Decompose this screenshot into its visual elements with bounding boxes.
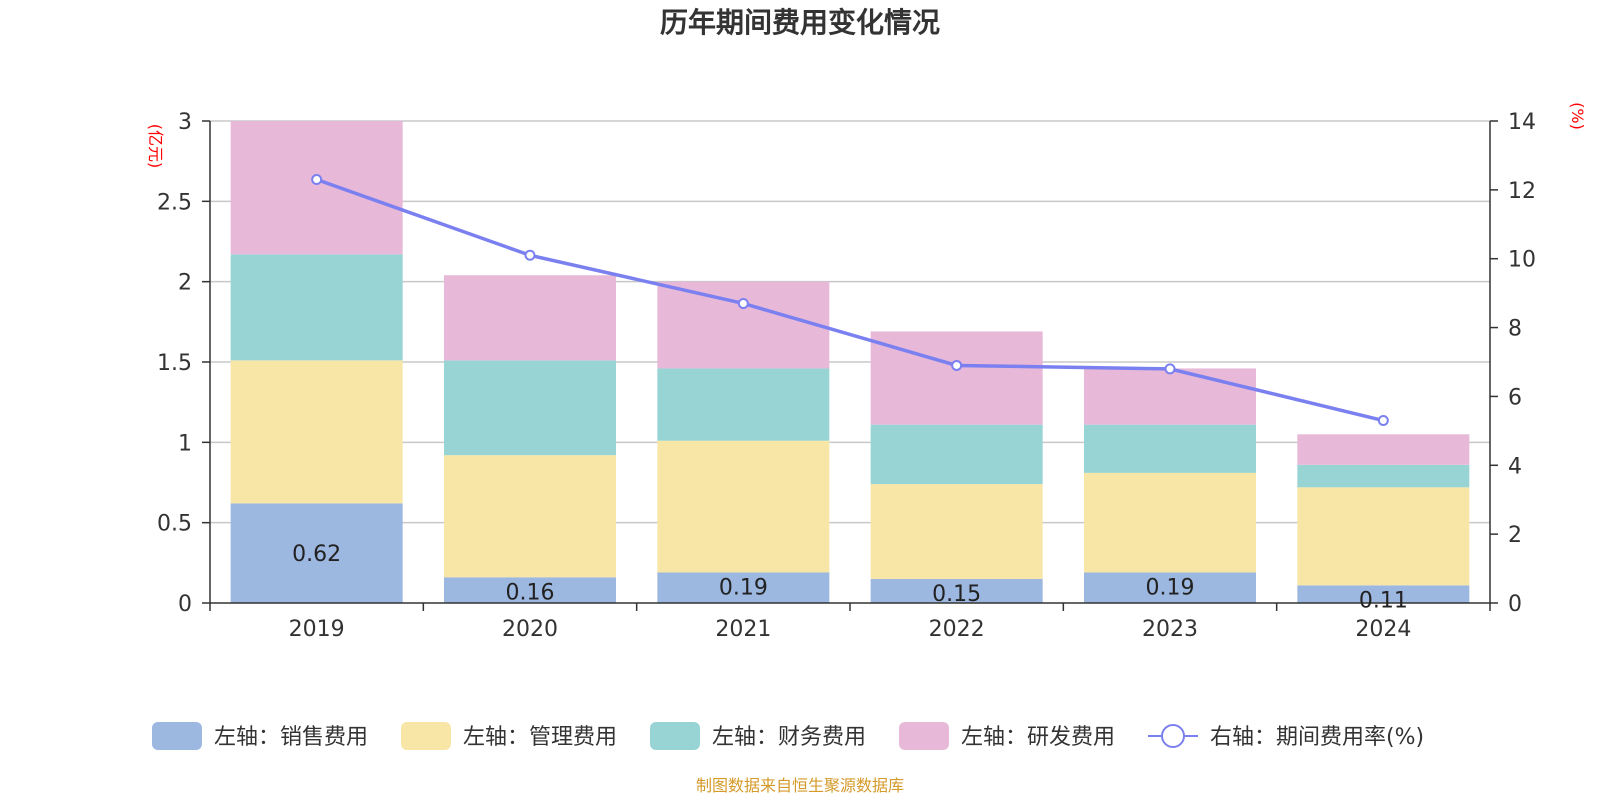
- right-tick-label: 8: [1508, 317, 1522, 342]
- bar-segment: [870, 578, 1043, 603]
- bar-segment: [657, 440, 830, 573]
- bar-value-label: 0.19: [1146, 575, 1195, 600]
- left-tick-label: 0: [178, 592, 192, 617]
- x-tick-label: 2021: [715, 617, 771, 642]
- bar-segment: [1084, 572, 1256, 603]
- bar-value-label: 0.16: [506, 580, 555, 605]
- legend-label: 左轴：管理费用: [463, 725, 617, 750]
- rate-line-point: [311, 174, 323, 186]
- legend-label: 左轴：财务费用: [712, 725, 866, 750]
- legend-label: 右轴：期间费用率(%): [1210, 725, 1424, 750]
- chart-title: 历年期间费用变化情况: [660, 6, 940, 39]
- rate-line-point: [524, 249, 536, 261]
- rate-line-point: [1164, 363, 1176, 375]
- bar-segment: [1297, 434, 1470, 465]
- bar-value-label: 0.19: [719, 575, 768, 600]
- left-tick-label: 0.5: [157, 512, 192, 537]
- bars: [230, 121, 1470, 603]
- legend: 左轴：销售费用 左轴：管理费用 左轴：财务费用 左轴：研发费用 右轴：期间费用率(%): [152, 722, 1424, 750]
- right-tick-label: 12: [1508, 179, 1536, 204]
- axes: 0 0.5 1 1.5 2 2.5 3 0 2 4 6 8 10 12 14 2019 2020 2021 2022…: [157, 110, 1536, 642]
- bar-segment: [1297, 487, 1470, 586]
- rate-line-point: [951, 359, 963, 371]
- rate-line: [311, 174, 1389, 427]
- legend-swatch: [650, 722, 700, 750]
- bar-segment: [230, 254, 403, 361]
- bar-segment: [870, 484, 1043, 579]
- bar-segment: [230, 121, 403, 255]
- bar-segment: [444, 275, 616, 361]
- left-tick-label: 1: [178, 431, 192, 456]
- rate-line-point: [737, 297, 749, 309]
- bar-segment: [230, 360, 403, 504]
- bar-segment: [1084, 368, 1256, 425]
- x-tick-label: 2019: [289, 617, 345, 642]
- bar-segment: [444, 455, 616, 578]
- bar-segment: [230, 503, 403, 603]
- right-axis-unit: (%): [1568, 102, 1587, 130]
- bar-value-label: 0.11: [1359, 588, 1408, 613]
- left-tick-label: 2: [178, 271, 192, 296]
- legend-label: 左轴：销售费用: [214, 725, 368, 750]
- bar-segment: [1297, 464, 1470, 488]
- right-tick-label: 14: [1508, 110, 1536, 135]
- bar-segment: [1297, 585, 1470, 603]
- bar-segment: [1084, 424, 1256, 473]
- right-tick-label: 10: [1508, 248, 1536, 273]
- bar-segment: [657, 368, 830, 441]
- x-tick-label: 2020: [502, 617, 558, 642]
- right-tick-label: 6: [1508, 385, 1522, 410]
- bar-labels: 0.62 0.16 0.19 0.15 0.19 0.11: [292, 542, 1408, 613]
- bar-segment: [657, 281, 830, 369]
- left-tick-label: 2.5: [157, 190, 192, 215]
- bar-segment: [657, 572, 830, 603]
- left-axis-unit: (亿元): [146, 124, 165, 169]
- left-tick-label: 3: [178, 110, 192, 135]
- bar-segment: [444, 577, 616, 603]
- bar-segment: [870, 424, 1043, 485]
- left-tick-label: 1.5: [157, 351, 192, 376]
- bar-segment: [444, 360, 616, 456]
- bar-segment: [870, 331, 1043, 425]
- legend-swatch: [401, 722, 451, 750]
- rate-line-point: [1377, 415, 1389, 427]
- right-tick-label: 0: [1508, 592, 1522, 617]
- data-source-note: 制图数据来自恒生聚源数据库: [696, 776, 904, 795]
- gridlines: [210, 120, 1490, 524]
- legend-swatch: [152, 722, 202, 750]
- legend-line-marker: [1161, 724, 1185, 748]
- legend-swatch: [899, 722, 949, 750]
- bar-value-label: 0.15: [932, 582, 981, 607]
- rate-line-path: [316, 177, 1384, 423]
- x-tick-label: 2023: [1142, 617, 1198, 642]
- bar-segment: [1084, 472, 1256, 573]
- right-tick-label: 4: [1508, 454, 1522, 479]
- x-tick-label: 2022: [929, 617, 985, 642]
- bar-value-label: 0.62: [292, 542, 341, 567]
- x-tick-label: 2024: [1355, 617, 1411, 642]
- legend-label: 左轴：研发费用: [961, 725, 1115, 750]
- right-tick-label: 2: [1508, 523, 1522, 548]
